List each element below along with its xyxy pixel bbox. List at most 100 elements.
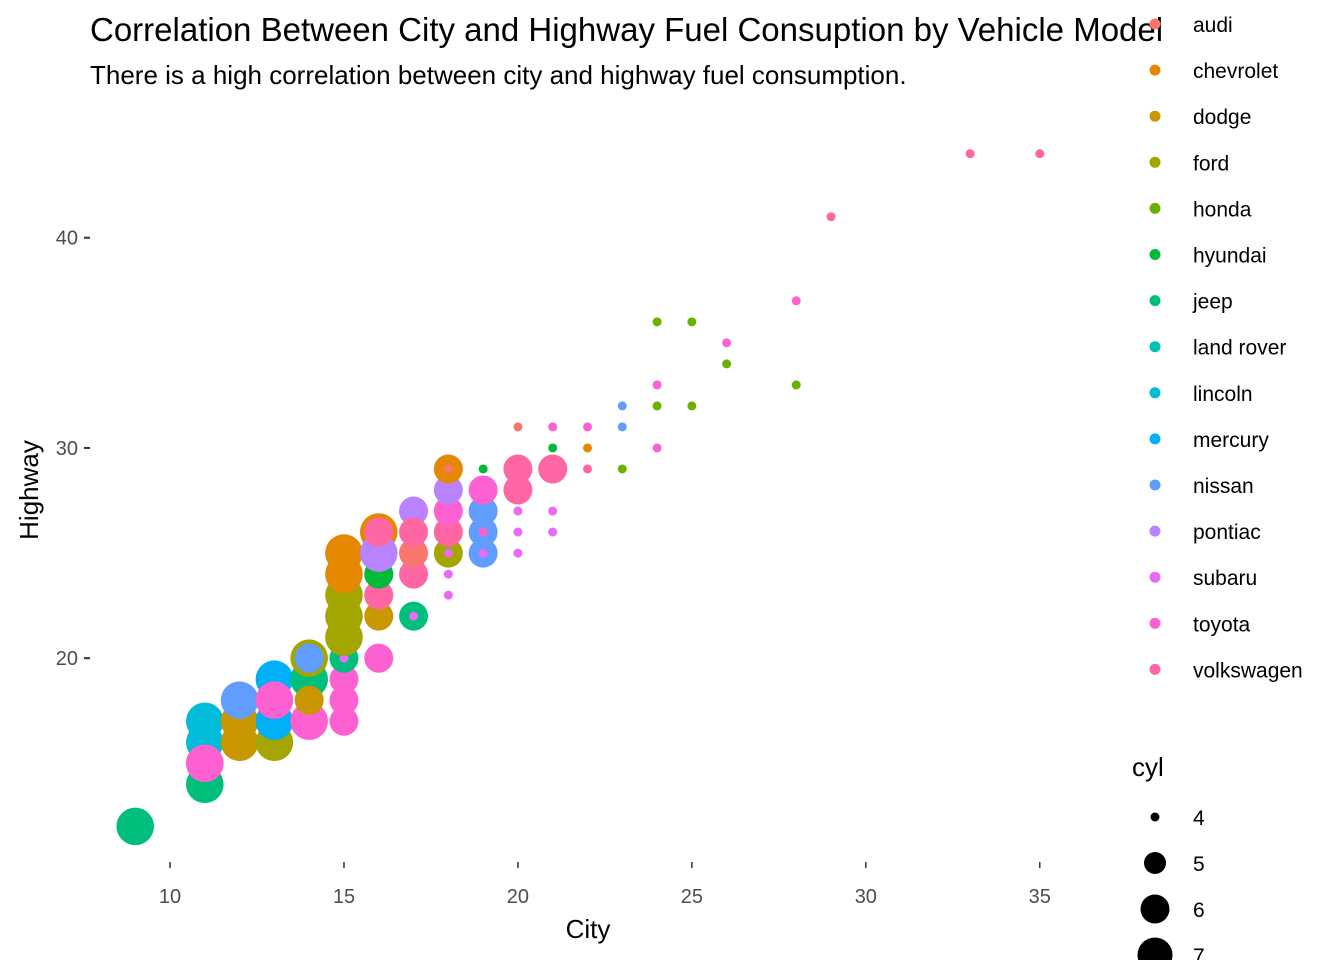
x-tick-label: 15 (333, 886, 355, 908)
data-point (826, 212, 836, 222)
y-tick-label: 20 (56, 648, 78, 670)
data-point (339, 653, 349, 663)
legend-key-honda (1149, 202, 1161, 214)
y-tick-label: 30 (56, 438, 78, 460)
data-point (364, 580, 394, 610)
legend-label: land rover (1193, 337, 1286, 360)
data-point (617, 422, 627, 432)
data-point (478, 527, 488, 537)
data-point (186, 744, 224, 783)
data-point (443, 548, 453, 558)
data-point (652, 317, 662, 327)
data-point (617, 464, 627, 474)
data-point (548, 443, 558, 453)
data-point (583, 443, 592, 453)
data-point (652, 401, 662, 411)
legend-key-mercury (1149, 433, 1161, 445)
size-legend-title: cyl (1132, 752, 1164, 782)
data-point (433, 517, 463, 547)
legend-label: nissan (1193, 475, 1254, 498)
y-axis: 20 30 40 (56, 228, 90, 670)
legend-label: dodge (1193, 106, 1251, 129)
size-legend-label: 7 (1193, 945, 1205, 960)
legend-label: lincoln (1193, 383, 1253, 406)
x-tick-label: 10 (159, 886, 181, 908)
color-legend: audi chevrolet dodge ford honda hyundai jeep la… (1149, 14, 1303, 682)
legend-label: audi (1193, 14, 1233, 37)
legend-key-dodge (1149, 110, 1161, 122)
size-key (1137, 937, 1173, 960)
x-axis: 10 15 20 25 30 35 (159, 862, 1051, 908)
x-tick-label: 30 (855, 886, 877, 908)
data-point (687, 317, 697, 327)
data-point (290, 702, 328, 741)
size-legend-label: 6 (1193, 899, 1205, 922)
legend-key-audi (1149, 18, 1161, 30)
size-legend-label: 4 (1193, 807, 1205, 830)
size-key (1140, 894, 1170, 924)
data-point (443, 569, 453, 579)
legend-key-volkswagen (1149, 663, 1161, 675)
legend-key-chevrolet (1149, 64, 1161, 76)
data-point (329, 706, 359, 736)
data-point (186, 702, 224, 741)
data-point (1035, 149, 1045, 159)
data-point (433, 475, 463, 505)
legend-key-toyota (1149, 617, 1161, 629)
chart-subtitle: There is a high correlation between city… (90, 60, 907, 90)
data-point (478, 548, 488, 558)
size-key (1144, 852, 1166, 874)
data-point (409, 611, 419, 621)
data-point (399, 496, 429, 526)
data-point (220, 681, 259, 720)
legend-label: honda (1193, 198, 1252, 221)
data-point (364, 517, 394, 547)
data-points (116, 149, 1045, 846)
data-point (399, 559, 429, 589)
size-legend-label: 5 (1193, 853, 1205, 876)
data-point (364, 643, 394, 673)
size-key (1150, 812, 1160, 822)
data-point (687, 401, 697, 411)
legend-label: ford (1193, 152, 1229, 175)
data-point (652, 380, 662, 390)
data-point (548, 506, 558, 516)
data-point (791, 380, 801, 390)
x-tick-label: 35 (1029, 886, 1051, 908)
data-point (359, 534, 398, 572)
data-point (325, 534, 363, 572)
y-tick-label: 40 (56, 228, 78, 250)
data-point (965, 149, 975, 159)
data-point (503, 475, 533, 505)
x-tick-label: 25 (681, 886, 703, 908)
data-point (294, 685, 324, 715)
legend-key-land-rover (1149, 341, 1161, 353)
plot-area (116, 149, 1045, 846)
data-point (468, 496, 498, 526)
data-point (548, 527, 558, 537)
chart-title: Correlation Between City and Highway Fue… (90, 11, 1163, 48)
data-point (513, 506, 523, 516)
legend-key-jeep (1149, 295, 1161, 307)
data-point (116, 807, 155, 846)
legend-label: hyundai (1193, 245, 1267, 268)
data-point (478, 485, 488, 495)
data-point (255, 681, 294, 720)
legend-key-ford (1149, 156, 1161, 168)
legend-key-nissan (1149, 479, 1161, 491)
x-tick-label: 20 (507, 886, 529, 908)
data-point (513, 527, 523, 537)
data-point (583, 464, 592, 474)
size-legend: 4 5 6 7 (1137, 807, 1205, 960)
data-point (329, 664, 359, 694)
data-point (538, 454, 568, 484)
data-point (433, 496, 463, 526)
data-point (791, 296, 801, 306)
x-axis-title: City (566, 914, 611, 944)
data-point (329, 685, 359, 715)
legend-key-hyundai (1149, 249, 1161, 260)
data-point (583, 422, 592, 432)
legend-label: pontiac (1193, 521, 1261, 544)
y-axis-title: Highway (14, 440, 44, 540)
